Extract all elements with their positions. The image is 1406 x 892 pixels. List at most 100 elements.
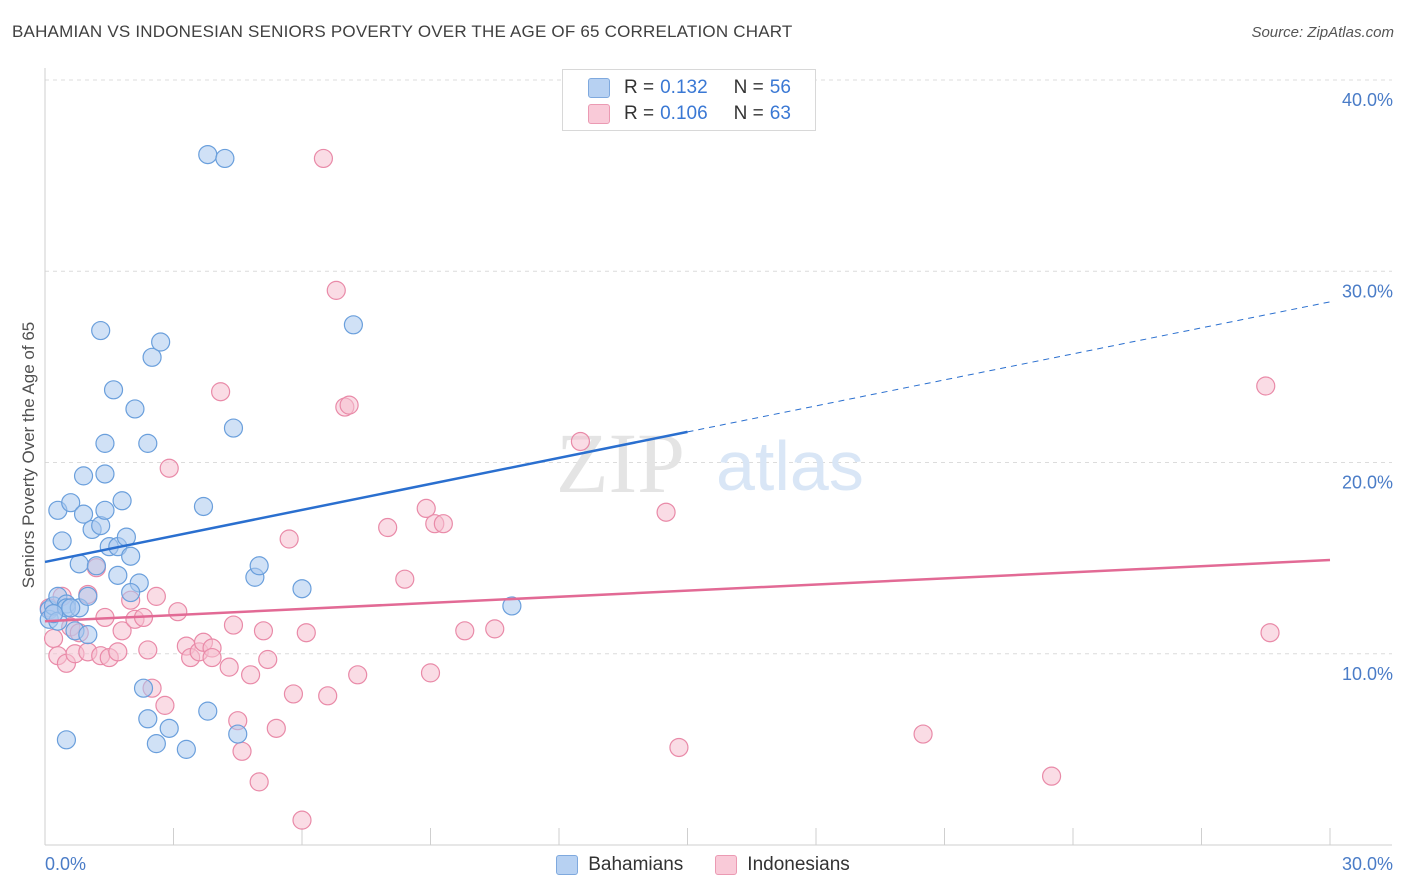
- y-tick-label: 20.0%: [1342, 473, 1393, 493]
- bahamian-trend-line: [44, 430, 688, 564]
- source-label: Source: ZipAtlas.com: [1251, 24, 1394, 41]
- legend-n-label: N =: [733, 103, 764, 124]
- axes: [44, 68, 1392, 846]
- indonesian-point: [485, 619, 505, 639]
- indonesian-point: [112, 621, 132, 641]
- legend-row-bahamians: R = 0.132 N = 56: [588, 76, 791, 100]
- legend-r-value: 0.132: [660, 77, 708, 98]
- indonesian-point: [1041, 766, 1062, 786]
- legend-item-indonesians[interactable]: Indonesians: [715, 854, 850, 876]
- bahamian-point: [125, 399, 145, 419]
- bahamian-point: [502, 596, 522, 616]
- indonesian-point: [138, 640, 158, 660]
- legend-swatch-blue: [588, 78, 610, 98]
- bahamian-trend-extension: [687, 301, 1331, 433]
- indonesian-point: [378, 517, 398, 538]
- indonesian-point: [219, 657, 239, 677]
- indonesian-point: [395, 569, 415, 589]
- bahamian-point: [73, 466, 94, 486]
- indonesian-point: [1260, 623, 1280, 643]
- bahamian-point: [78, 586, 98, 606]
- legend-r-label: R =: [624, 77, 655, 98]
- bahamian-point: [176, 739, 196, 759]
- bahamian-point: [223, 418, 244, 438]
- bahamian-point: [78, 625, 98, 645]
- bahamian-point: [43, 603, 64, 624]
- bahamian-point: [343, 315, 363, 335]
- indonesian-point: [570, 431, 591, 452]
- bahamian-point: [56, 730, 77, 750]
- x-tick-label: 0.0%: [45, 854, 86, 874]
- indonesian-point: [292, 810, 312, 830]
- legend-r-value: 0.106: [660, 103, 708, 124]
- watermark-zip: ZIP: [556, 415, 685, 511]
- bahamian-point: [95, 500, 115, 520]
- legend-swatch-pink: [588, 104, 610, 124]
- bahamian-point: [138, 709, 158, 729]
- indonesian-point: [318, 686, 338, 706]
- y-tick-label: 30.0%: [1342, 281, 1393, 301]
- tick-labels: 10.0% 20.0% 30.0% 40.0% 0.0% 30.0%: [45, 90, 1393, 874]
- series-legend: Bahamians Indonesians: [0, 852, 1406, 878]
- indonesian-point: [296, 623, 316, 643]
- indonesian-point: [168, 602, 188, 622]
- indonesian-point: [266, 718, 286, 738]
- bahamian-point: [198, 701, 218, 721]
- watermark-atlas: atlas: [716, 427, 864, 505]
- legend-n-value: 63: [769, 103, 791, 124]
- indonesian-point: [433, 514, 453, 534]
- indonesian-point: [669, 737, 689, 758]
- bahamian-point: [52, 531, 72, 551]
- bahamian-point: [142, 347, 162, 367]
- bahamian-point: [159, 718, 179, 738]
- bahamian-point: [108, 565, 128, 585]
- indonesian-point: [159, 458, 179, 478]
- indonesian-point: [913, 724, 933, 744]
- series-bahamians: [39, 144, 522, 759]
- indonesian-point: [656, 502, 676, 522]
- bahamian-point: [103, 380, 124, 400]
- indonesian-point: [241, 665, 261, 685]
- trend-lines: [44, 301, 1331, 623]
- legend-row-indonesians: R = 0.106 N = 63: [588, 102, 791, 126]
- indonesian-point: [283, 684, 304, 704]
- bahamian-point: [73, 504, 94, 524]
- indonesian-point: [232, 741, 252, 761]
- y-tick-label: 10.0%: [1342, 664, 1393, 684]
- legend-n-value: 56: [769, 77, 791, 98]
- bahamian-point: [121, 546, 141, 566]
- indonesian-point: [339, 395, 359, 415]
- indonesian-trend-line: [44, 558, 1331, 623]
- legend-label-indonesians: Indonesians: [747, 854, 850, 875]
- chart-title: BAHAMIAN VS INDONESIAN SENIORS POVERTY O…: [12, 22, 793, 41]
- legend-swatch-pink: [715, 855, 738, 875]
- y-tick-label: 40.0%: [1342, 90, 1393, 110]
- bahamian-point: [215, 148, 235, 169]
- bahamian-point: [95, 433, 115, 453]
- indonesian-point: [253, 621, 274, 641]
- indonesian-point: [326, 280, 346, 300]
- indonesian-point: [258, 649, 278, 670]
- indonesian-point: [249, 772, 269, 792]
- indonesian-point: [348, 665, 368, 685]
- indonesian-point: [108, 642, 128, 662]
- indonesian-point: [1256, 376, 1276, 396]
- indonesian-point: [416, 498, 436, 518]
- legend-n-label: N =: [733, 77, 764, 98]
- legend-label-bahamians: Bahamians: [588, 854, 684, 875]
- indonesian-point: [155, 695, 175, 715]
- bahamian-point: [86, 556, 107, 576]
- indonesian-point: [420, 663, 441, 683]
- bahamian-point: [61, 598, 81, 618]
- indonesian-point: [211, 382, 231, 402]
- bahamian-point: [95, 464, 115, 484]
- indonesian-point: [43, 628, 64, 649]
- bahamian-point: [112, 491, 132, 511]
- indonesian-point: [313, 148, 334, 169]
- bahamian-point: [151, 332, 171, 352]
- y-axis-label: Seniors Poverty Over the Age of 65: [19, 322, 38, 588]
- bahamian-point: [61, 493, 81, 513]
- indonesian-point: [279, 529, 299, 549]
- legend-item-bahamians[interactable]: Bahamians: [556, 854, 683, 876]
